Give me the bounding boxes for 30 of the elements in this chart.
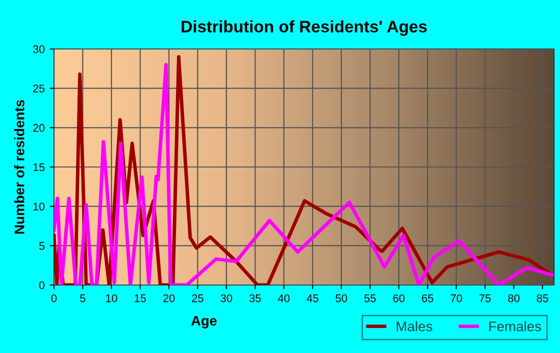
- x-tick-label: 30: [220, 294, 232, 302]
- x-tick-label: 65: [422, 294, 434, 302]
- x-tick-label: 75: [479, 294, 491, 302]
- y-axis-title: Number of residents: [14, 100, 24, 234]
- x-axis-title: Age: [191, 316, 217, 328]
- x-tick-label: 5: [80, 294, 86, 302]
- x-tick-label: 45: [306, 294, 318, 302]
- y-tick-label: 20: [33, 124, 45, 132]
- x-tick-label: 80: [508, 294, 520, 302]
- y-tick-label: 30: [33, 45, 45, 54]
- y-tick-label: 25: [33, 84, 45, 92]
- x-tick-label: 50: [336, 294, 348, 302]
- x-tick-label: 10: [106, 294, 118, 302]
- x-tick-label: 35: [249, 294, 261, 302]
- y-tick-label: 5: [39, 242, 45, 250]
- x-tick-label: 20: [163, 294, 175, 302]
- x-tick-label: 25: [192, 294, 204, 302]
- chart-title: Distribution of Residents' Ages: [182, 20, 427, 36]
- x-tick-label: 70: [450, 294, 462, 302]
- x-tick-label: 85: [536, 294, 548, 302]
- y-tick-label: 10: [33, 202, 45, 210]
- legend-label: Females: [489, 321, 541, 332]
- x-tick-label: 40: [278, 294, 290, 302]
- x-tick-label: 55: [364, 294, 376, 302]
- y-tick-label: 15: [33, 163, 45, 172]
- x-tick-label: 60: [393, 294, 405, 302]
- y-tick-label: 0: [39, 281, 45, 290]
- legend-label: Males: [396, 321, 432, 332]
- x-tick-label: 15: [134, 294, 146, 302]
- x-tick-label: 0: [51, 294, 57, 302]
